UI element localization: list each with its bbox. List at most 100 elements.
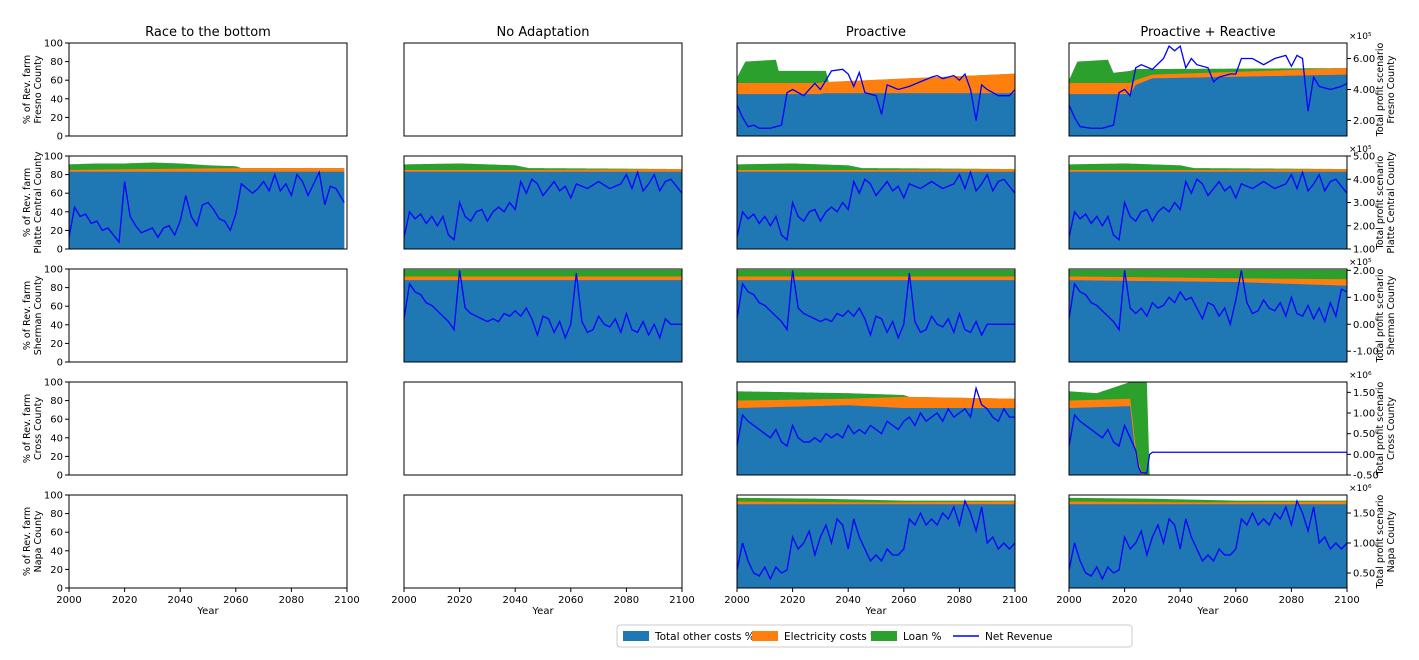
- right-y-tick-label: 1.00: [1353, 245, 1375, 256]
- plot-area: [1069, 44, 1347, 136]
- y-tick-label: 20: [50, 452, 63, 463]
- y-tick-label: 0: [57, 245, 63, 256]
- panel-r3-c1: [403, 381, 683, 476]
- panel-r4-c3: 0.50 1.00 1.50 ×10⁶ 2000 2020 2040 2060 2080 2100…: [1056, 484, 1375, 617]
- axis-multiplier: ×10⁵: [1349, 32, 1372, 42]
- right-y-tick-label: 1.00: [1353, 409, 1375, 420]
- net-revenue-line: [1069, 413, 1347, 474]
- axis-multiplier: ×10⁶: [1349, 371, 1372, 381]
- y-tick-label: 100: [44, 378, 63, 389]
- panel-frame: [736, 381, 1016, 476]
- right-y-tick-label: 0.00: [1353, 320, 1375, 331]
- x-tick-label: 2100: [669, 595, 694, 606]
- x-axis-label: Year: [1196, 606, 1219, 617]
- right-y-axis-label-county: Platte Central County: [1386, 151, 1397, 253]
- right-y-axis-label-county: Napa County: [1386, 510, 1397, 572]
- panel-frame: [736, 268, 1016, 363]
- panel-r2-c3: -1.00 0.00 1.00 2.00×10⁵: [1068, 258, 1379, 363]
- y-tick-label: 0: [57, 132, 63, 143]
- right-y-axis-label: Total profit scenario: [1375, 494, 1386, 589]
- y-tick-label: 80: [50, 57, 63, 68]
- x-tick-label: 2080: [279, 595, 304, 606]
- column-title: Race to the bottom: [145, 25, 271, 40]
- right-y-axis-label: Total profit scenario: [1375, 381, 1386, 476]
- x-tick-label: 2020: [780, 595, 805, 606]
- y-tick-label: 60: [50, 76, 63, 87]
- plot-area: [737, 497, 1015, 588]
- other-costs-area: [1069, 74, 1347, 136]
- x-tick-label: 2060: [223, 595, 248, 606]
- right-y-axis-label-county: Cross County: [1386, 397, 1397, 460]
- plot-area: [737, 59, 1015, 136]
- x-tick-label: 2020: [1112, 595, 1137, 606]
- net-revenue-line: [737, 385, 1015, 448]
- panel-r0-c1: [403, 42, 683, 137]
- y-tick-label: 100: [44, 152, 63, 163]
- right-y-tick-label: 1.00: [1353, 539, 1375, 550]
- panel-r1-c0: 0 20 40 60 80 100: [44, 152, 348, 256]
- other-costs-area: [737, 93, 1015, 136]
- other-costs-area: [737, 405, 1015, 475]
- plot-area: [404, 163, 682, 249]
- y-axis-label: % of Rev. farm: [22, 394, 33, 463]
- y-tick-label: 40: [50, 320, 63, 331]
- legend-label: Electricity costs %: [784, 631, 880, 643]
- y-tick-label: 80: [50, 170, 63, 181]
- other-costs-area: [404, 280, 682, 362]
- panel-frame: [403, 494, 683, 589]
- axis-multiplier: ×10⁶: [1349, 484, 1372, 494]
- right-y-tick-label: 5.00: [1353, 152, 1375, 163]
- y-axis-label-county: Sherman County: [33, 275, 44, 355]
- right-y-tick-label: 6.00: [1353, 54, 1375, 65]
- x-tick-label: 2100: [334, 595, 359, 606]
- panel-r0-c2: [736, 42, 1016, 137]
- y-tick-label: 80: [50, 509, 63, 520]
- net-revenue-line: [404, 270, 682, 340]
- panel-frame: [1068, 268, 1348, 363]
- legend-swatch: [752, 631, 778, 641]
- right-y-tick-label: 1.50: [1353, 388, 1375, 399]
- plot-area: [1069, 497, 1347, 588]
- legend-label: Net Revenue: [985, 631, 1053, 643]
- right-y-axis-label-county: Fresno County: [1386, 55, 1397, 123]
- panel-r1-c3: 1.00 2.00 3.00 4.00 5.00×10⁵: [1068, 145, 1375, 256]
- axis-multiplier: ×10⁵: [1349, 145, 1372, 155]
- y-axis-label: % of Rev. farm: [22, 55, 33, 124]
- panel-frame: [736, 42, 1016, 137]
- other-costs-area: [404, 171, 682, 249]
- right-y-axis-label-county: Sherman County: [1386, 275, 1397, 355]
- net-revenue-line: [737, 68, 1015, 129]
- net-revenue-line: [737, 270, 1015, 340]
- y-tick-label: 40: [50, 94, 63, 105]
- right-y-axis-label: Total profit scenario: [1375, 155, 1386, 250]
- panel-r3-c3: -0.50 0.00 0.50 1.00 1.50 ×10⁶: [1068, 371, 1379, 482]
- x-tick-label: 2100: [1334, 595, 1359, 606]
- legend-label: Total other costs %: [654, 631, 755, 643]
- other-costs-area: [1069, 504, 1347, 588]
- y-tick-label: 20: [50, 339, 63, 350]
- right-y-tick-label: 4.00: [1353, 175, 1375, 186]
- panel-r2-c0: 0 20 40 60 80 100: [44, 265, 348, 369]
- x-tick-label: 2020: [447, 595, 472, 606]
- panel-r4-c2: 2000 2020 2040 2060 2080 2100 Year: [724, 494, 1028, 617]
- y-tick-label: 40: [50, 546, 63, 557]
- loan-area: [1069, 382, 1347, 475]
- y-tick-label: 80: [50, 283, 63, 294]
- net-revenue-line: [1069, 270, 1347, 332]
- x-tick-label: 2040: [502, 595, 527, 606]
- x-tick-label: 2040: [1167, 595, 1192, 606]
- right-y-tick-label: 3.00: [1353, 198, 1375, 209]
- y-tick-label: 100: [44, 491, 63, 502]
- panel-r3-c2: [736, 381, 1016, 476]
- net-revenue-line: [1069, 44, 1347, 129]
- x-tick-label: 2080: [614, 595, 639, 606]
- column-title: Proactive: [846, 25, 906, 40]
- panel-frame: [68, 268, 348, 363]
- net-revenue-line: [404, 170, 682, 241]
- plot-area: [69, 162, 345, 249]
- x-tick-label: 2000: [1056, 595, 1081, 606]
- y-tick-label: 0: [57, 584, 63, 595]
- x-axis-label: Year: [531, 606, 554, 617]
- right-y-tick-label: 0.50: [1353, 429, 1375, 440]
